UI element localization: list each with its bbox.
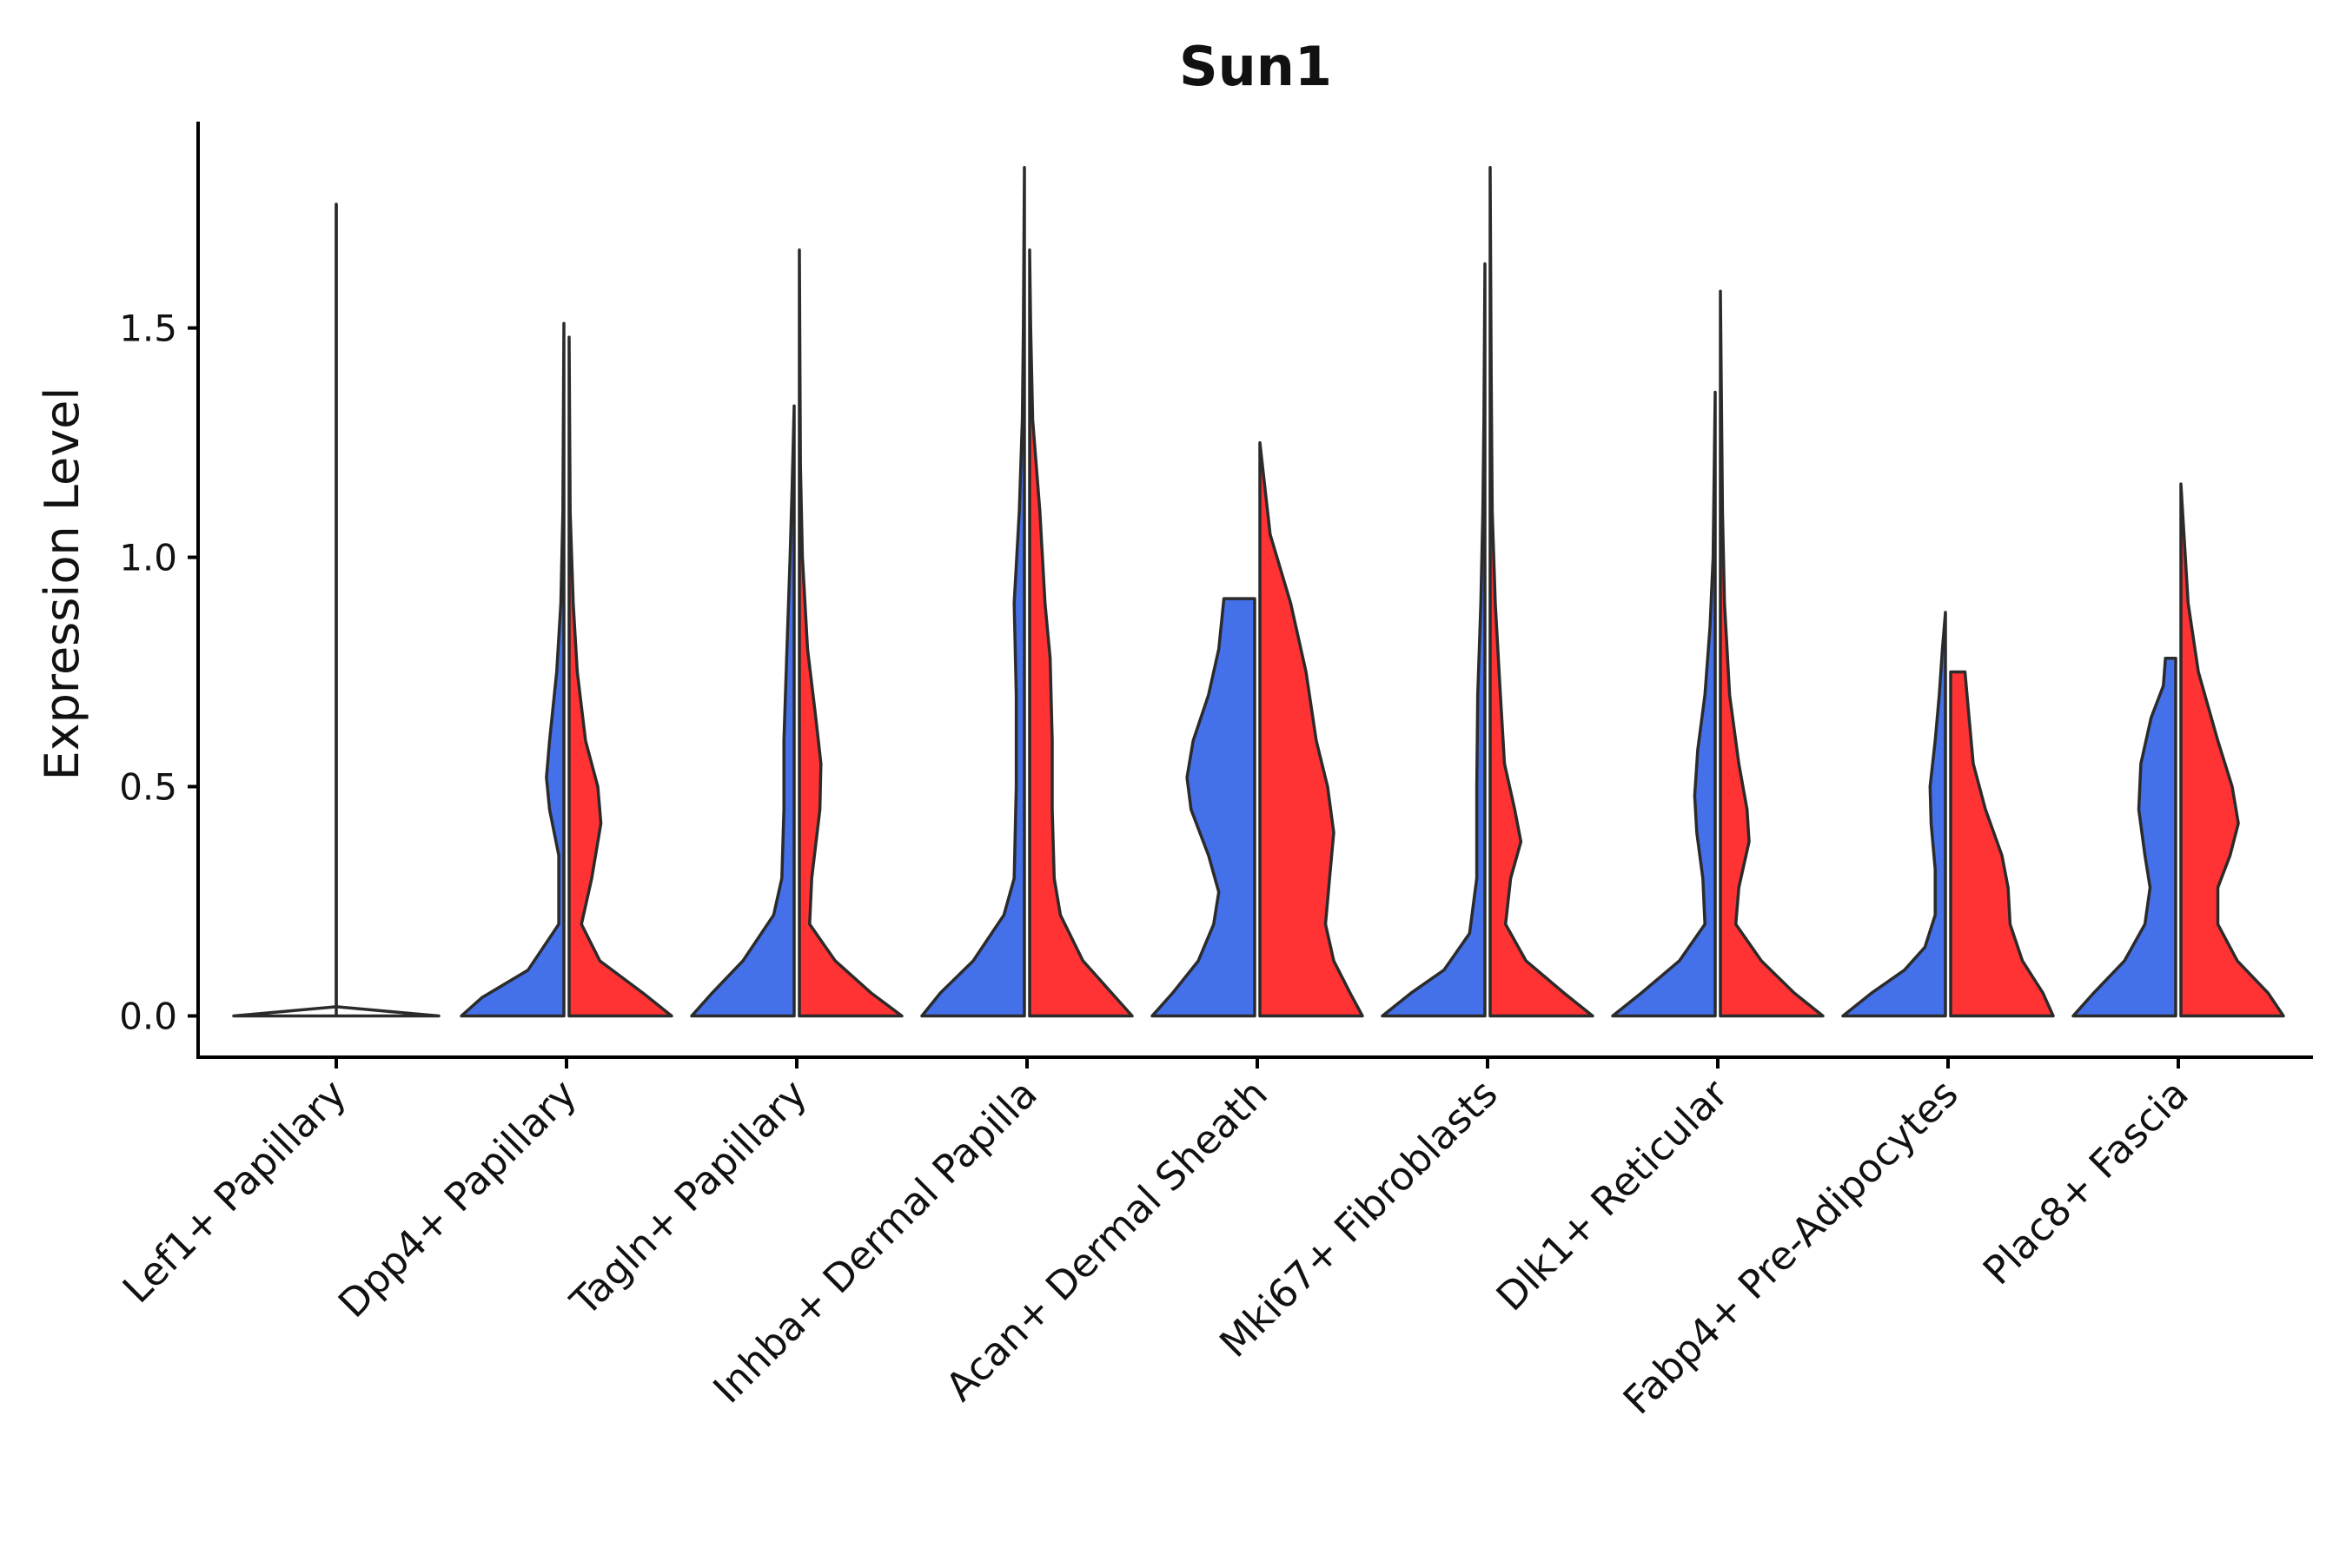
violin-4-group-1 xyxy=(920,166,1026,1018)
y-tick-label: 0.5 xyxy=(119,766,177,809)
y-tick-label: 1.5 xyxy=(119,308,177,350)
violin-3-group-2 xyxy=(798,248,904,1018)
y-axis-label: Expression Level xyxy=(35,387,89,781)
violin-7-group-2 xyxy=(1719,289,1825,1018)
axes-layer xyxy=(196,122,2313,1059)
violin-7-group-1 xyxy=(1611,390,1717,1018)
ticks-layer: 0.0 0.5 1.0 1.5 xyxy=(119,308,2180,1068)
violin-9-group-2 xyxy=(2179,482,2285,1018)
violin-6-group-1 xyxy=(1381,261,1487,1018)
violin-9-group-1 xyxy=(2071,656,2177,1018)
y-tick-label: 0.0 xyxy=(119,995,177,1037)
violin-5-group-1 xyxy=(1150,597,1256,1018)
violin-5-group-2 xyxy=(1258,440,1364,1018)
violin-8-group-1 xyxy=(1841,611,1947,1018)
violin-2-group-1 xyxy=(460,321,566,1018)
chart-title: Sun1 xyxy=(1179,35,1332,98)
y-tick-label: 1.0 xyxy=(119,537,177,579)
violins-layer xyxy=(232,166,2285,1018)
violin-2-group-2 xyxy=(567,335,673,1018)
violin-4-group-2 xyxy=(1028,248,1134,1018)
violin-6-group-2 xyxy=(1488,166,1594,1018)
violin-3-group-1 xyxy=(690,404,796,1018)
violin-8-group-2 xyxy=(1949,670,2055,1018)
